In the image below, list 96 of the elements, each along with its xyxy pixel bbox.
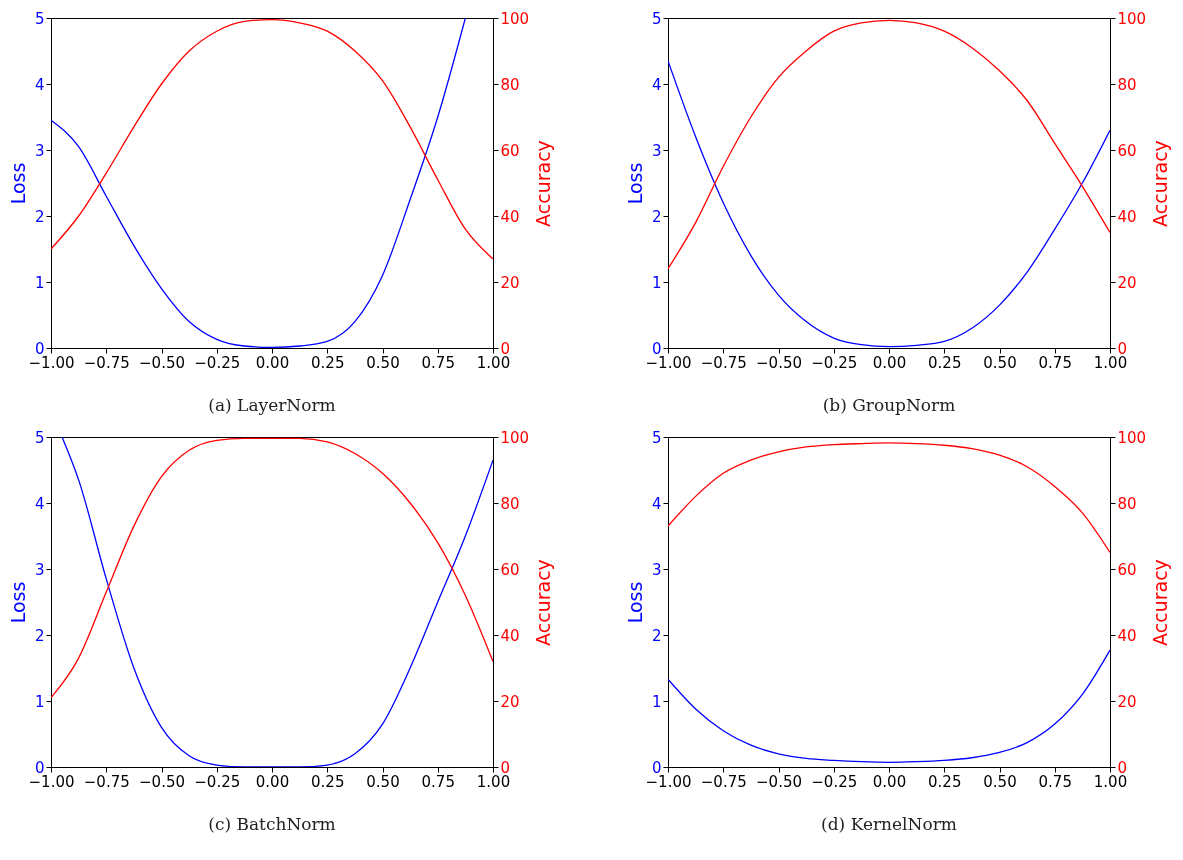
x-tick-label: 0.50 [983, 353, 1017, 372]
x-tick-label: 0.50 [366, 353, 400, 372]
x-tick-label: 1.00 [476, 353, 511, 372]
text: (d) KernelNorm [821, 814, 957, 834]
x-tick-label: −0.75 [83, 353, 130, 372]
x-tick-label: −0.25 [811, 353, 858, 372]
y-tick-label: 3 [651, 141, 662, 160]
y-axis-title: Loss [623, 162, 646, 205]
x-tick-label: 0.00 [255, 772, 290, 791]
y-tick-label: 1 [34, 273, 45, 292]
y-tick-label: 4 [34, 494, 45, 513]
y-axis-title: Loss [6, 581, 29, 624]
line-series [668, 60, 1110, 348]
line-series [51, 19, 493, 260]
y2-tick-label: 100 [1117, 428, 1147, 447]
x-tick-label: −1.00 [645, 353, 692, 372]
y-tick-label: 4 [34, 75, 45, 94]
y-tick-label: 2 [34, 207, 45, 226]
y-tick-label: 3 [34, 560, 45, 579]
y2-tick-label: 60 [1117, 141, 1137, 160]
x-tick-label: 0.00 [255, 353, 290, 372]
x-tick-label: 0.50 [366, 772, 400, 791]
y-tick-label: 4 [651, 494, 662, 513]
text: (b) GroupNorm [822, 395, 956, 415]
x-tick-label: −0.75 [700, 772, 747, 791]
x-tick-label: −1.00 [28, 772, 75, 791]
y2-axis-title: Accuracy [532, 140, 555, 227]
x-tick-label: −0.25 [811, 772, 858, 791]
x-tick-label: 1.00 [1093, 772, 1128, 791]
x-tick-label: −0.50 [139, 353, 185, 372]
y2-tick-label: 60 [1117, 560, 1137, 579]
line-series [51, 437, 493, 699]
y-tick-label: 1 [651, 692, 662, 711]
x-tick-label: 0.25 [928, 353, 962, 372]
x-tick-label: 0.00 [872, 772, 907, 791]
y2-tick-label: 20 [1117, 692, 1137, 711]
x-tick-label: 0.25 [311, 772, 345, 791]
y2-tick-label: 60 [500, 141, 520, 160]
x-tick-label: 0.75 [421, 772, 455, 791]
x-tick-label: 0.75 [1038, 353, 1072, 372]
y-axis-title: Loss [6, 162, 29, 205]
y2-axis-title: Accuracy [1149, 140, 1172, 227]
y2-tick-label: 80 [500, 75, 520, 94]
line-series [668, 442, 1110, 554]
x-tick-label: 1.00 [476, 772, 511, 791]
y2-tick-label: 20 [500, 692, 520, 711]
x-tick-label: −1.00 [645, 772, 692, 791]
y2-tick-label: 40 [500, 207, 520, 226]
y2-tick-label: 100 [1117, 9, 1147, 28]
y-axis-title: Loss [623, 581, 646, 624]
x-tick-label: −0.75 [700, 353, 747, 372]
y2-tick-label: 100 [500, 428, 530, 447]
y-tick-label: 3 [651, 560, 662, 579]
y2-tick-label: 40 [1117, 626, 1137, 645]
y-tick-label: 1 [34, 692, 45, 711]
y2-tick-label: 80 [1117, 494, 1137, 513]
x-tick-label: 1.00 [1093, 353, 1128, 372]
x-tick-label: 0.25 [311, 353, 345, 372]
x-tick-label: −0.75 [83, 772, 130, 791]
x-tick-label: −0.50 [756, 353, 802, 372]
y2-tick-label: 80 [500, 494, 520, 513]
y-tick-label: 2 [651, 207, 662, 226]
y-tick-label: 5 [34, 428, 45, 447]
x-tick-label: 0.25 [928, 772, 962, 791]
line-series [668, 649, 1110, 764]
line-series [668, 19, 1110, 270]
x-tick-label: 0.50 [983, 772, 1017, 791]
line-series [51, 18, 467, 348]
x-tick-label: −0.50 [756, 772, 802, 791]
x-tick-label: 0.75 [421, 353, 455, 372]
text: (a) LayerNorm [208, 395, 336, 415]
y-tick-label: 5 [34, 9, 45, 28]
y2-tick-label: 20 [500, 273, 520, 292]
x-tick-label: −1.00 [28, 353, 75, 372]
x-tick-label: −0.25 [194, 353, 241, 372]
y-tick-label: 5 [651, 428, 662, 447]
y2-axis-title: Accuracy [532, 559, 555, 646]
y-tick-label: 2 [34, 626, 45, 645]
y-tick-label: 2 [651, 626, 662, 645]
y-tick-label: 5 [651, 9, 662, 28]
y-tick-label: 4 [651, 75, 662, 94]
line-series [61, 437, 493, 767]
y2-tick-label: 80 [1117, 75, 1137, 94]
y2-axis-title: Accuracy [1149, 559, 1172, 646]
y2-tick-label: 40 [500, 626, 520, 645]
x-tick-label: 0.75 [1038, 772, 1072, 791]
y2-tick-label: 20 [1117, 273, 1137, 292]
x-tick-label: −0.50 [139, 772, 185, 791]
text: (c) BatchNorm [208, 814, 336, 834]
y-tick-label: 1 [651, 273, 662, 292]
x-tick-label: −0.25 [194, 772, 241, 791]
y2-tick-label: 60 [500, 560, 520, 579]
y-tick-label: 3 [34, 141, 45, 160]
y2-tick-label: 100 [500, 9, 530, 28]
x-tick-label: 0.00 [872, 353, 907, 372]
y2-tick-label: 40 [1117, 207, 1137, 226]
